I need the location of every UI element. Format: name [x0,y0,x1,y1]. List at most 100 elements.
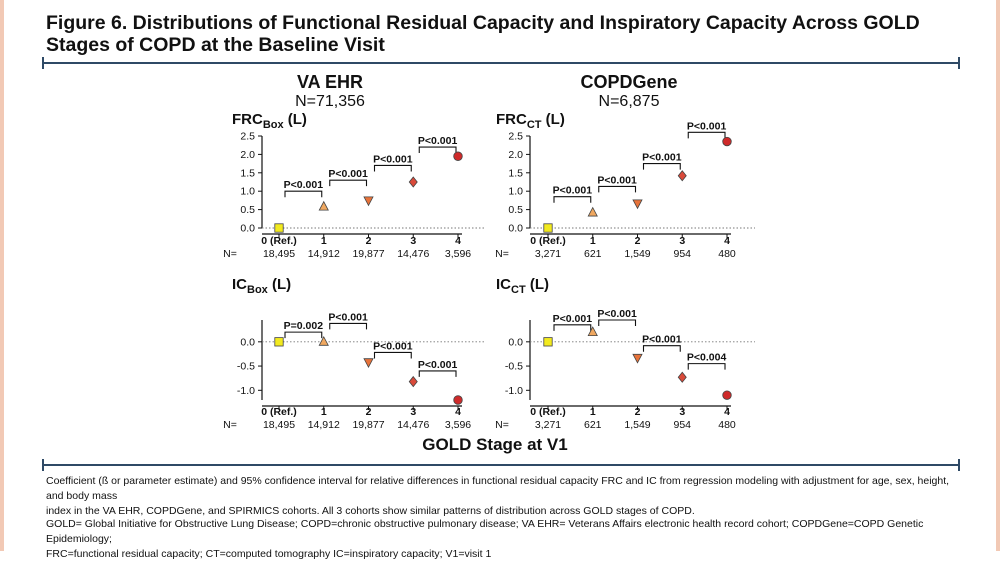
x-tick-label: 1 [590,406,596,418]
y-tick-label: 1.5 [240,167,255,179]
column-title: COPDGene [580,72,677,92]
y-tick-label: -0.5 [237,361,255,373]
y-tick-label: 0.0 [240,223,255,235]
y-tick-label: 0.5 [240,204,255,216]
data-point-circle [453,151,463,161]
x-tick-label: 1 [321,235,327,247]
panel-title: FRCBox (L) [232,111,307,131]
panel-title-main: FRC [496,111,527,128]
x-tick-label: 0 (Ref.) [530,235,566,247]
significance-bracket [642,345,681,352]
significance-bracket [687,363,726,370]
significance-bracket [598,185,637,193]
y-tick-label: 1.5 [508,167,523,179]
data-point-diamond [408,176,418,188]
panel-title: ICBox (L) [232,276,291,296]
y-tick-label: -1.0 [505,385,523,397]
y-tick-label: 0.0 [508,223,523,235]
p-value-label: P<0.001 [418,135,458,147]
significance-bracket [598,319,637,326]
n-count-label: 18,495 [263,419,295,431]
bottom-divider [42,459,960,471]
data-point-diamond [677,170,687,182]
x-tick-label: 3 [679,406,685,418]
n-count-label: 954 [673,419,691,431]
p-value-label: P<0.001 [597,174,637,186]
data-point-triangle-down [632,199,643,210]
p-value-label: P<0.001 [642,334,682,346]
data-point-triangle-up [587,326,598,337]
panel-title-unit: (L) [526,276,549,293]
x-axis-title: GOLD Stage at V1 [422,435,567,454]
y-tick-label: -0.5 [505,361,523,373]
x-tick-label: 2 [366,406,372,418]
n-label-prefix: N= [495,248,509,260]
panel-title-subscript: Box [263,119,285,131]
figure-title-line-2: Stages of COPD at the Baseline Visit [46,34,385,56]
y-tick-label: 1.0 [508,186,523,198]
significance-bracket [687,131,726,139]
x-tick-label: 3 [679,235,685,247]
footnote-coefficient-line-2: index in the VA EHR, COPDGene, and SPIRM… [46,505,695,517]
x-tick-label: 2 [635,235,641,247]
significance-bracket [329,179,368,187]
data-point-triangle-up [587,206,598,217]
significance-bracket [553,324,592,331]
significance-bracket [642,163,681,170]
footnote-abbreviations: GOLD= Global Initiative for Obstructive … [46,517,961,562]
n-count-label: 14,476 [397,419,429,431]
data-point-triangle-up [318,335,329,346]
data-point-diamond [677,371,687,383]
x-tick-label: 4 [455,235,461,247]
n-label-prefix: N= [223,419,237,431]
data-point-triangle-up [318,200,329,211]
n-label-prefix: N= [495,419,509,431]
n-count-label: 3,271 [535,248,561,260]
data-point-triangle-down [363,196,374,207]
p-value-label: P<0.001 [373,153,413,165]
x-tick-label: 1 [590,235,596,247]
y-tick-label: 1.0 [240,186,255,198]
n-label-prefix: N= [223,248,237,260]
data-point-triangle-down [632,353,643,364]
n-count-label: 14,912 [308,419,340,431]
panel-title-unit: (L) [284,111,307,128]
y-tick-label: 0.0 [508,336,523,348]
n-count-label: 1,549 [624,419,650,431]
significance-bracket [553,196,592,203]
p-value-label: P<0.001 [642,152,682,164]
data-point-square [274,223,284,233]
n-count-label: 480 [718,248,736,260]
significance-bracket [373,164,412,172]
significance-bracket [418,146,457,154]
significance-bracket [418,370,457,377]
significance-bracket [284,331,323,339]
data-point-square [543,223,553,233]
panel-title-unit: (L) [268,276,291,293]
p-value-label: P<0.001 [418,359,458,371]
data-point-circle [722,390,732,400]
column-subtitle: N=71,356 [295,93,365,110]
x-tick-label: 0 (Ref.) [261,235,297,247]
panel-title-main: IC [232,276,247,293]
n-count-label: 1,549 [624,248,650,260]
figure-title: Figure 6. Distributions of Functional Re… [46,12,966,56]
top-divider [42,57,960,69]
x-tick-label: 0 (Ref.) [530,406,566,418]
y-tick-label: 2.5 [240,131,255,143]
x-tick-label: 2 [366,235,372,247]
y-tick-label: 0.5 [508,204,523,216]
significance-bracket [373,351,412,359]
footnote-coefficient: Coefficient (ß or parameter estimate) an… [46,474,961,519]
y-tick-label: 0.0 [240,336,255,348]
x-tick-label: 1 [321,406,327,418]
x-tick-label: 0 (Ref.) [261,406,297,418]
footnote-abbreviations-line-2: FRC=functional residual capacity; CT=com… [46,548,492,560]
footnote-coefficient-line-1: Coefficient (ß or parameter estimate) an… [46,475,950,502]
p-value-label: P<0.001 [553,185,593,197]
y-tick-label: 2.0 [240,149,255,161]
p-value-label: P<0.001 [687,120,727,132]
p-value-label: P<0.004 [687,352,727,364]
panel-title: FRCCT (L) [496,111,565,131]
